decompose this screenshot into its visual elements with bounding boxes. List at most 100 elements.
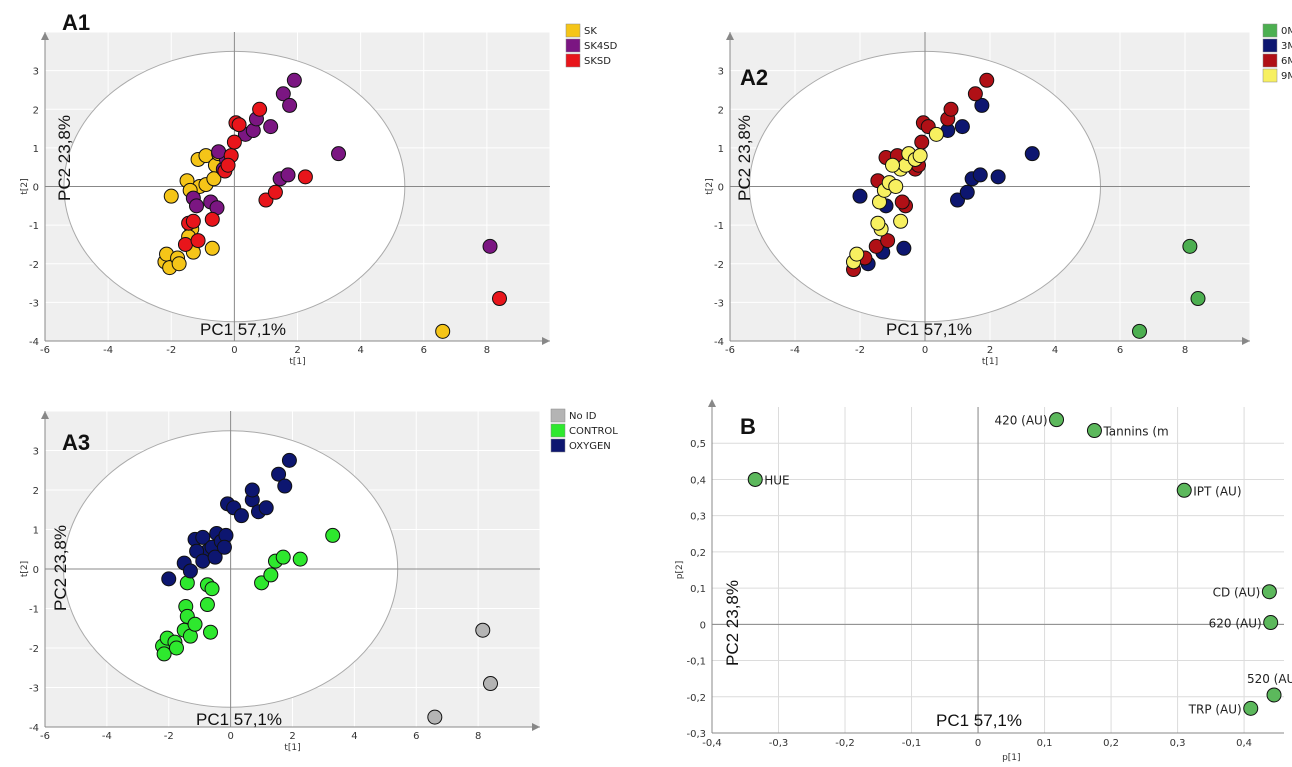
- x-tick-label: 8: [475, 731, 481, 742]
- data-point: [954, 119, 970, 135]
- legend-swatch: [1262, 53, 1278, 68]
- x-axis-title: t[1]: [982, 357, 998, 367]
- data-point: [161, 571, 177, 587]
- data-point: [990, 169, 1006, 185]
- data-point: [207, 549, 223, 565]
- panel-label: A1: [62, 10, 90, 35]
- y-tick-label: 1: [33, 526, 39, 537]
- loading-point: [1261, 584, 1277, 600]
- y-tick-label: -2: [714, 260, 724, 271]
- pc2-label: PC2 23,8%: [735, 115, 754, 201]
- x-tick-label: 0,3: [1170, 738, 1186, 749]
- loading-point: [747, 471, 763, 487]
- x-axis-arrow: [532, 723, 540, 731]
- x-tick-label: 4: [351, 731, 357, 742]
- pc1-label: PC1 57,1%: [200, 320, 286, 339]
- y-tick-label: 2: [33, 486, 39, 497]
- x-tick-label: -4: [790, 345, 800, 356]
- data-point: [271, 466, 287, 482]
- legend-label: 0M: [1281, 26, 1292, 37]
- y-tick-label: -3: [714, 298, 724, 309]
- data-point: [177, 236, 193, 252]
- y-axis-title: p[2]: [675, 561, 685, 579]
- y-tick-label: 2: [718, 105, 724, 116]
- y-axis-title: t[2]: [20, 561, 30, 577]
- y-tick-label: -1: [29, 221, 39, 232]
- loading-point: [1176, 482, 1192, 498]
- legend-swatch: [550, 438, 566, 453]
- pc1-label: PC1 57,1%: [936, 711, 1022, 730]
- data-point: [928, 126, 944, 142]
- y-axis-arrow: [41, 411, 49, 419]
- data-point: [972, 167, 988, 183]
- data-point: [168, 640, 184, 656]
- loading-label: HUE: [764, 473, 789, 487]
- x-tick-label: 0,1: [1037, 738, 1053, 749]
- x-tick-label: 6: [413, 731, 419, 742]
- x-tick-label: -6: [725, 345, 735, 356]
- data-point: [233, 508, 249, 524]
- y-tick-label: 0: [33, 565, 39, 576]
- data-point: [163, 188, 179, 204]
- y-tick-label: 3: [33, 67, 39, 78]
- data-point: [211, 144, 227, 160]
- x-tick-label: -6: [40, 345, 50, 356]
- loading-label: 620 (AU): [1209, 617, 1262, 631]
- legend-swatch: [1262, 23, 1278, 38]
- y-tick-label: 2: [33, 105, 39, 116]
- panel-label: A2: [740, 65, 768, 90]
- y-tick-label: 0,5: [690, 439, 706, 450]
- data-point: [979, 72, 995, 88]
- loading-label: 420 (AU): [994, 414, 1047, 428]
- data-point: [888, 179, 904, 194]
- data-point: [1132, 323, 1147, 339]
- y-tick-label: 0,2: [690, 548, 706, 559]
- data-point: [204, 581, 220, 597]
- panel-b: -0,4 -0,3 -0,2 -0,1 0 0,1 0,2 0,3 0,4 -0,3 -0,2 -0,…: [668, 383, 1292, 767]
- loading-point: [1243, 700, 1259, 716]
- legend-label: SKSD: [584, 56, 611, 67]
- data-point: [275, 86, 291, 102]
- y-tick-label: -1: [714, 221, 724, 232]
- data-point: [959, 184, 975, 200]
- loading-point: [1086, 423, 1102, 439]
- data-point: [950, 192, 965, 208]
- x-tick-label: -0,4: [702, 738, 722, 749]
- x-axis-title: p[1]: [1002, 753, 1020, 763]
- data-point: [281, 452, 297, 468]
- y-axis-title: t[2]: [705, 178, 715, 194]
- y-tick-label: -2: [29, 644, 39, 655]
- x-tick-label: -0,3: [769, 738, 789, 749]
- y-tick-label: -3: [29, 298, 39, 309]
- data-point: [943, 101, 959, 117]
- data-point: [231, 117, 247, 133]
- x-tick-label: -0,2: [835, 738, 855, 749]
- data-point: [220, 157, 236, 173]
- data-point: [206, 171, 222, 187]
- y-tick-label: 1: [33, 144, 39, 155]
- x-tick-label: -4: [102, 731, 112, 742]
- panel-a1: -6 -4 -2 0 2 4 6 8 -4 -3 -2 -1 0 1 2 3 t[1] t[2] A1 PC1 57,…: [0, 0, 630, 380]
- x-tick-label: 0: [975, 738, 981, 749]
- legend-swatch: [550, 423, 566, 438]
- legend-swatch: [1262, 38, 1278, 53]
- data-point: [331, 146, 347, 162]
- x-tick-label: 0,2: [1103, 738, 1119, 749]
- data-point: [171, 256, 187, 272]
- data-point: [292, 551, 308, 567]
- x-tick-label: 0: [227, 731, 233, 742]
- y-tick-label: 3: [718, 67, 724, 78]
- y-tick-label: -4: [29, 723, 39, 734]
- plot-area: [712, 407, 1284, 733]
- loading-point: [1263, 615, 1279, 631]
- panel-label: A3: [62, 430, 90, 455]
- y-tick-label: -4: [714, 337, 724, 348]
- x-tick-label: 0: [922, 345, 928, 356]
- data-point: [258, 500, 274, 516]
- legend-label: SK: [584, 26, 597, 37]
- legend-swatch: [550, 408, 566, 423]
- y-axis-arrow: [41, 32, 49, 40]
- y-tick-label: 0,3: [690, 512, 706, 523]
- x-tick-label: -2: [164, 731, 174, 742]
